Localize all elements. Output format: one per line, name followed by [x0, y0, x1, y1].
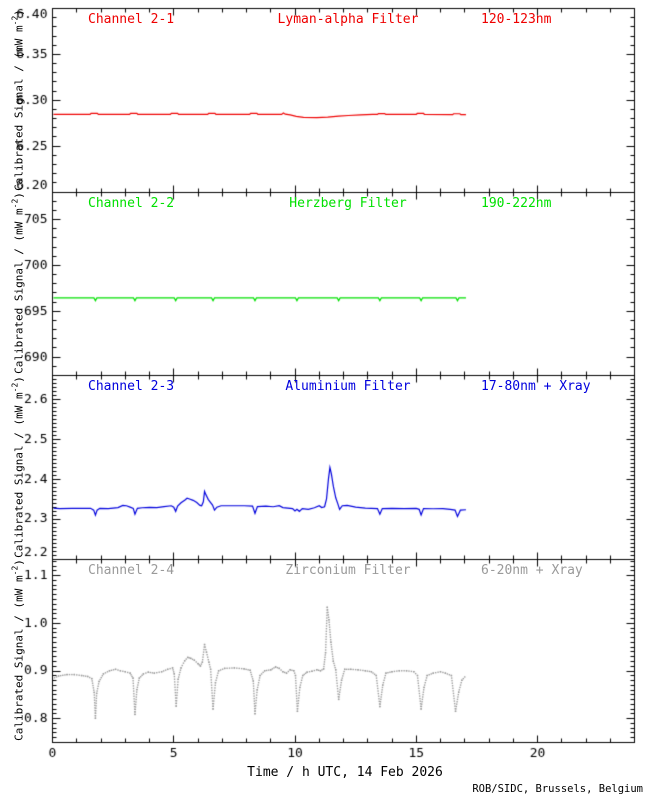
- lyra-four-channel-plot: Channel 2-1 Lyman-alpha Filter 120-123nm…: [0, 0, 650, 800]
- chart-canvas: [0, 0, 650, 800]
